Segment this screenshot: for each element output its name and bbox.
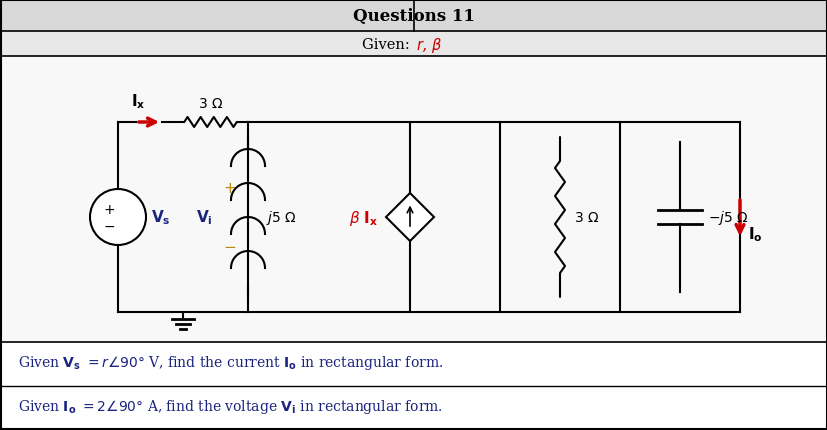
Text: $3\ \Omega$: $3\ \Omega$ xyxy=(573,211,599,224)
Text: $\,r$, $\beta$: $\,r$, $\beta$ xyxy=(414,35,442,54)
Text: $3\ \Omega$: $3\ \Omega$ xyxy=(198,97,223,111)
Text: $\beta\ \mathbf{I_x}$: $\beta\ \mathbf{I_x}$ xyxy=(348,208,378,227)
Text: Given $\mathbf{V_s}$ $= r\angle90°$ V, find the current $\mathbf{I_o}$ in rectan: Given $\mathbf{V_s}$ $= r\angle90°$ V, f… xyxy=(18,353,442,371)
Text: Questions 11: Questions 11 xyxy=(352,7,475,25)
Text: $\mathbf{V_i}$: $\mathbf{V_i}$ xyxy=(196,208,213,227)
Bar xyxy=(0,57,827,342)
Text: $-j5\ \Omega$: $-j5\ \Omega$ xyxy=(707,209,748,227)
Text: −: − xyxy=(223,240,236,255)
Text: +: + xyxy=(103,202,115,216)
Text: +: + xyxy=(223,180,236,195)
Polygon shape xyxy=(385,194,433,241)
Bar xyxy=(0,32,827,57)
Text: $j5\ \Omega$: $j5\ \Omega$ xyxy=(265,209,297,227)
Text: $\mathbf{I_x}$: $\mathbf{I_x}$ xyxy=(131,92,145,111)
Text: $\mathbf{V_s}$: $\mathbf{V_s}$ xyxy=(151,208,170,227)
Circle shape xyxy=(90,190,146,246)
Text: $\mathbf{I_o}$: $\mathbf{I_o}$ xyxy=(747,225,762,244)
Text: −: − xyxy=(103,219,115,233)
Text: Given:: Given: xyxy=(361,38,414,52)
Bar xyxy=(0,0,827,32)
Bar xyxy=(0,342,827,430)
Text: Given $\mathbf{I_o}$ $= 2\angle90°$ A, find the voltage $\mathbf{V_i}$ in rectan: Given $\mathbf{I_o}$ $= 2\angle90°$ A, f… xyxy=(18,397,442,415)
